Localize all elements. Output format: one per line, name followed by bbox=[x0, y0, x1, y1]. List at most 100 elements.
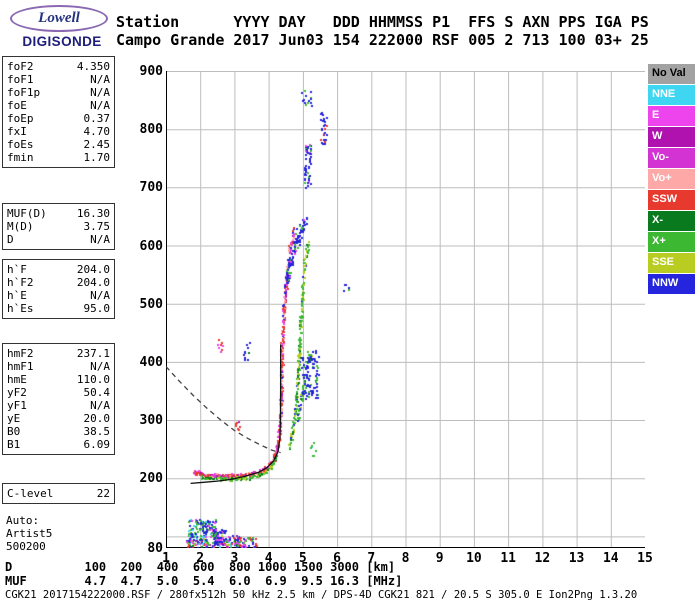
param-value: N/A bbox=[90, 99, 110, 112]
param-group: MUF(D) 16.30 M(D) 3.75 D N/A bbox=[2, 203, 115, 250]
param-row: fmin 1.70 bbox=[7, 151, 110, 164]
param-label: MUF(D) bbox=[7, 207, 47, 220]
param-label: h`Es bbox=[7, 302, 34, 315]
lowell-digisonde-logo: Lowell DIGISONDE bbox=[10, 5, 114, 49]
param-row: Auto: bbox=[6, 514, 111, 527]
legend-item-vo-: Vo- bbox=[648, 148, 695, 168]
param-row: yE 20.0 bbox=[7, 412, 110, 425]
plot-overlay-curves bbox=[166, 344, 282, 485]
height-tick-label: 700 bbox=[139, 180, 163, 196]
param-row: h`F2 204.0 bbox=[7, 276, 110, 289]
height-tick-label: 400 bbox=[139, 354, 163, 370]
param-row: Artist5 bbox=[6, 527, 111, 540]
legend-item-nnw: NNW bbox=[648, 274, 695, 294]
param-value: 2.45 bbox=[83, 138, 111, 151]
param-row: 500200 bbox=[6, 540, 111, 553]
parameter-panel: foF2 4.350 foF1 N/A foF1p N/A foE N/A foEp 0.37 fx… bbox=[2, 56, 115, 558]
param-label: Artist5 bbox=[6, 527, 53, 540]
param-label: 500200 bbox=[6, 540, 46, 553]
param-label: foE bbox=[7, 99, 27, 112]
param-value: 22 bbox=[96, 487, 110, 500]
param-label: h`E bbox=[7, 289, 27, 302]
param-value: 0.37 bbox=[83, 112, 111, 125]
param-group: h`F 204.0 h`F2 204.0 h`E N/A h`Es 95.0 bbox=[2, 259, 115, 319]
param-row: fxI 4.70 bbox=[7, 125, 110, 138]
param-group: C-level 22 bbox=[2, 483, 115, 504]
height-tick-label: 800 bbox=[139, 122, 163, 138]
frequency-tick-label: 13 bbox=[568, 551, 585, 566]
param-value: 3.75 bbox=[83, 220, 111, 233]
height-tick-label: 80 bbox=[147, 541, 163, 556]
param-row: hmE 110.0 bbox=[7, 373, 110, 386]
param-value: 237.1 bbox=[76, 347, 110, 360]
param-row: hmF2 237.1 bbox=[7, 347, 110, 360]
frequency-tick-label: 10 bbox=[466, 551, 482, 566]
legend-item-vo-: Vo+ bbox=[648, 169, 695, 189]
param-value: N/A bbox=[90, 86, 110, 99]
param-value: 1.70 bbox=[83, 151, 111, 164]
frequency-tick-label: 5 bbox=[298, 551, 307, 566]
param-value: N/A bbox=[90, 73, 110, 86]
param-group: foF2 4.350 foF1 N/A foF1p N/A foE N/A foEp 0.37 fx… bbox=[2, 56, 115, 168]
param-label: hmF1 bbox=[7, 360, 34, 373]
legend-item-sse: SSE bbox=[648, 253, 695, 273]
param-value: N/A bbox=[90, 233, 110, 246]
legend-item-ssw: SSW bbox=[648, 190, 695, 210]
logo-lowell-text: Lowell bbox=[38, 10, 80, 26]
param-group: hmF2 237.1 hmF1 N/A hmE 110.0 yF2 50.4 yF1 N/A yE 2… bbox=[2, 343, 115, 455]
height-tick-label: 600 bbox=[139, 238, 163, 254]
param-label: B1 bbox=[7, 438, 21, 451]
header-field-names: Station YYYY DAY DDD HHMMSS P1 FFS S AXN… bbox=[116, 13, 649, 31]
param-label: h`F bbox=[7, 263, 27, 276]
height-tick-label: 500 bbox=[139, 296, 163, 312]
frequency-tick-label: 2 bbox=[196, 551, 205, 566]
frequency-tick-label: 14 bbox=[602, 551, 619, 566]
height-tick-label: 900 bbox=[139, 64, 163, 79]
param-row: foEs 2.45 bbox=[7, 138, 110, 151]
frequency-tick-label: 7 bbox=[367, 551, 376, 566]
param-label: B0 bbox=[7, 425, 21, 438]
param-label: yE bbox=[7, 412, 21, 425]
param-label: fmin bbox=[7, 151, 34, 164]
param-row: foEp 0.37 bbox=[7, 112, 110, 125]
param-label: hmE bbox=[7, 373, 27, 386]
distance-row: D 100 200 400 600 800 1000 1500 3000 [km… bbox=[5, 560, 396, 574]
param-row: h`Es 95.0 bbox=[7, 302, 110, 315]
param-value: N/A bbox=[90, 289, 110, 302]
param-value: 4.350 bbox=[76, 60, 110, 73]
param-value: 20.0 bbox=[83, 412, 111, 425]
param-label: D bbox=[7, 233, 14, 246]
legend-item-nne: NNE bbox=[648, 85, 695, 105]
frequency-tick-label: 9 bbox=[435, 551, 444, 566]
frequency-tick-label: 8 bbox=[401, 551, 410, 566]
param-label: hmF2 bbox=[7, 347, 34, 360]
header-field-values: Campo Grande 2017 Jun03 154 222000 RSF 0… bbox=[116, 31, 649, 49]
param-value: N/A bbox=[90, 399, 110, 412]
frequency-tick-label: 3 bbox=[230, 551, 239, 566]
legend-item-x-: X+ bbox=[648, 232, 695, 252]
param-row: yF1 N/A bbox=[7, 399, 110, 412]
legend-item-w: W bbox=[648, 127, 695, 147]
param-label: h`F2 bbox=[7, 276, 34, 289]
frequency-tick-label: 6 bbox=[333, 551, 341, 566]
param-row: foF1 N/A bbox=[7, 73, 110, 86]
echo-scatter-canvas bbox=[166, 71, 645, 548]
doppler-direction-legend: No Val NNE E W Vo- Vo+ SSW X- X+ SSE NNW bbox=[648, 64, 695, 295]
param-label: foEp bbox=[7, 112, 34, 125]
param-value: 6.09 bbox=[83, 438, 111, 451]
frequency-tick-label: 12 bbox=[534, 551, 551, 566]
param-group: Auto: Artist5 500200 bbox=[2, 511, 115, 556]
footer-status-line: CGK21_2017154222000.RSF / 280fx512h 50 k… bbox=[5, 589, 638, 600]
frequency-tick-label: 1 bbox=[162, 551, 170, 566]
param-row: h`E N/A bbox=[7, 289, 110, 302]
ionogram-plot-area bbox=[166, 71, 645, 548]
param-value: 110.0 bbox=[76, 373, 110, 386]
param-label: C-level bbox=[7, 487, 54, 500]
frequency-tick-label: 15 bbox=[637, 551, 653, 566]
param-row: foE N/A bbox=[7, 99, 110, 112]
param-row: B0 38.5 bbox=[7, 425, 110, 438]
param-label: foF1 bbox=[7, 73, 34, 86]
param-label: yF1 bbox=[7, 399, 27, 412]
frequency-tick-label: 4 bbox=[264, 551, 273, 566]
